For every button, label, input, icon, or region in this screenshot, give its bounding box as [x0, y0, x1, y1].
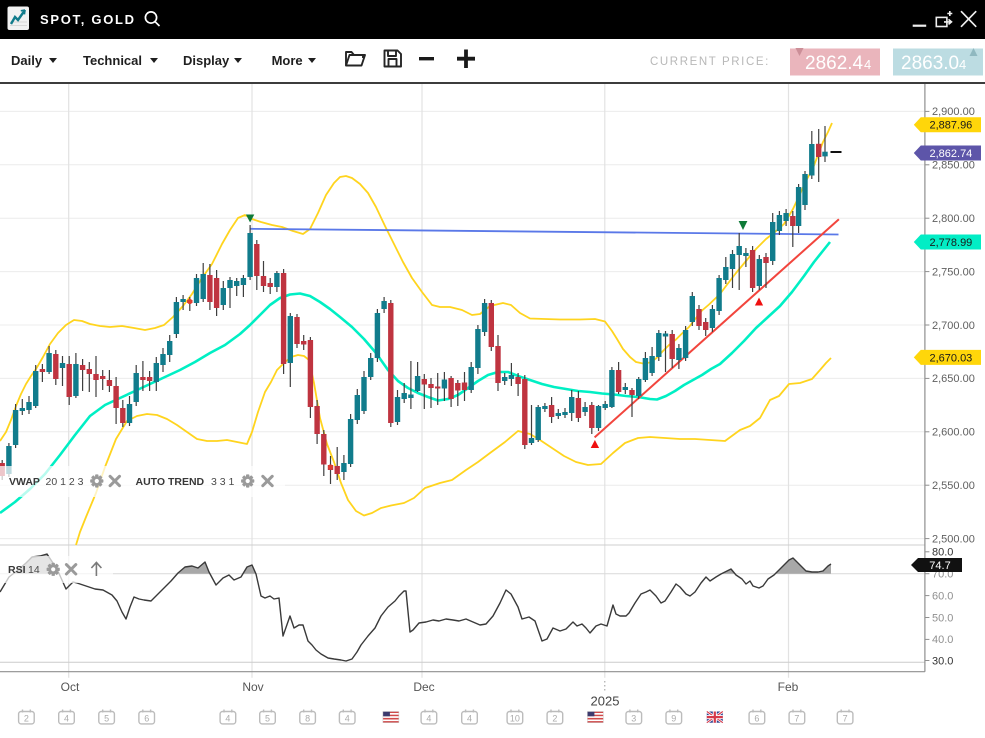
svg-text:4: 4 — [426, 714, 431, 724]
svg-text:5: 5 — [104, 714, 109, 724]
svg-text:8: 8 — [305, 714, 310, 724]
svg-text:2,500.00: 2,500.00 — [932, 533, 975, 545]
svg-text:2,778.99: 2,778.99 — [929, 237, 972, 249]
svg-text:60.0: 60.0 — [932, 590, 953, 602]
svg-text:2,700.00: 2,700.00 — [932, 320, 975, 332]
svg-text:2,900.00: 2,900.00 — [932, 106, 975, 118]
svg-text:30.0: 30.0 — [932, 655, 953, 667]
svg-text:4: 4 — [959, 57, 966, 72]
svg-text:5: 5 — [265, 714, 270, 724]
svg-text:2: 2 — [552, 714, 557, 724]
svg-text:2,862.74: 2,862.74 — [929, 148, 972, 160]
svg-text:2,600.00: 2,600.00 — [932, 427, 975, 439]
svg-text:20 1 2 3: 20 1 2 3 — [46, 476, 84, 488]
svg-text:40.0: 40.0 — [932, 634, 953, 646]
svg-text:6: 6 — [144, 714, 149, 724]
svg-text:2025: 2025 — [591, 694, 620, 709]
svg-text:7: 7 — [794, 714, 799, 724]
svg-text:3 3 1: 3 3 1 — [211, 476, 235, 488]
svg-text:2,750.00: 2,750.00 — [932, 266, 975, 278]
svg-text:VWAP: VWAP — [9, 476, 40, 488]
svg-text:AUTO TREND: AUTO TREND — [136, 476, 205, 488]
svg-text:50.0: 50.0 — [932, 612, 953, 624]
svg-text:4: 4 — [345, 714, 350, 724]
svg-text:RSI: RSI — [8, 564, 26, 576]
svg-text:6: 6 — [754, 714, 759, 724]
svg-text:9: 9 — [671, 714, 676, 724]
svg-text:80.0: 80.0 — [932, 547, 953, 559]
svg-text:7: 7 — [843, 714, 848, 724]
svg-text:14: 14 — [28, 564, 40, 576]
svg-text:CURRENT PRICE:: CURRENT PRICE: — [650, 56, 770, 68]
svg-text:Oct: Oct — [61, 680, 80, 694]
svg-text:2,800.00: 2,800.00 — [932, 213, 975, 225]
svg-text:2,850.00: 2,850.00 — [932, 160, 975, 172]
svg-text:2,887.96: 2,887.96 — [929, 120, 972, 132]
svg-text:4: 4 — [864, 57, 871, 72]
svg-text:4: 4 — [225, 714, 230, 724]
svg-text:2,650.00: 2,650.00 — [932, 373, 975, 385]
svg-text:Dec: Dec — [413, 680, 434, 694]
svg-text:4: 4 — [64, 714, 69, 724]
svg-text:4: 4 — [467, 714, 472, 724]
svg-text:2863.0: 2863.0 — [901, 53, 959, 74]
svg-text:Feb: Feb — [778, 680, 799, 694]
svg-text:2: 2 — [24, 714, 29, 724]
svg-text:74.7: 74.7 — [929, 560, 950, 572]
svg-text:Nov: Nov — [242, 680, 263, 694]
svg-text:SPOT, GOLD: SPOT, GOLD — [40, 12, 136, 27]
svg-text:2,670.03: 2,670.03 — [929, 352, 972, 364]
svg-text:2,550.00: 2,550.00 — [932, 480, 975, 492]
svg-text:2862.4: 2862.4 — [805, 53, 864, 74]
svg-text:3: 3 — [631, 714, 636, 724]
svg-text:10: 10 — [510, 714, 520, 724]
